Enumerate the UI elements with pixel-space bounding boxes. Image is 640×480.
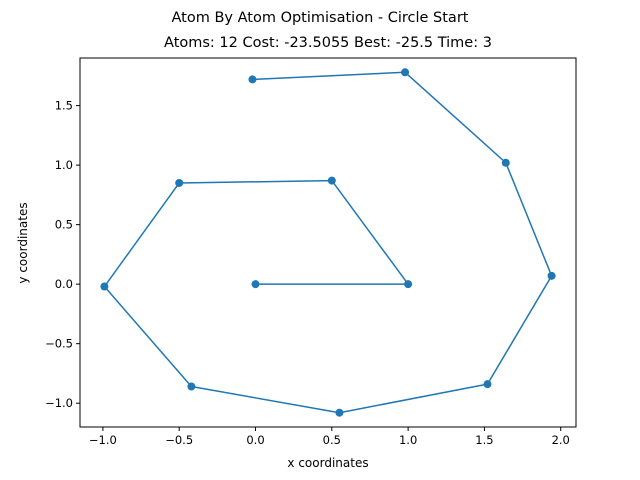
y-tick-label: 0.5 [55,218,73,232]
axes-frame [79,57,577,428]
data-point [187,382,196,391]
data-point [483,380,492,389]
y-tick-label: 1.5 [55,99,73,113]
x-tick-label: 1.5 [475,433,493,447]
x-axis-ticks: −1.0 −0.5 0.0 0.5 1.0 1.5 2.0 [89,427,570,447]
data-point [547,271,556,280]
data-point [335,408,344,417]
plot-area [100,68,556,417]
chart-title: Atom By Atom Optimisation - Circle Start [172,10,469,26]
x-tick-label: 0.0 [246,433,264,447]
data-point [401,68,410,77]
series-line [103,71,553,414]
data-point [100,282,109,291]
y-axis-ticks: −1.0 −0.5 0.0 0.5 1.0 1.5 [45,99,80,410]
data-point [501,158,510,167]
x-tick-label: −0.5 [165,433,193,447]
x-tick-label: 1.0 [399,433,417,447]
y-tick-label: −0.5 [45,337,73,351]
x-axis-label: x coordinates [287,456,368,470]
y-axis-label: y coordinates [16,202,30,283]
y-tick-label: 1.0 [55,158,73,172]
x-tick-label: 2.0 [552,433,570,447]
x-tick-label: −1.0 [89,433,117,447]
data-point [251,280,260,289]
x-tick-label: 0.5 [323,433,341,447]
data-point [404,280,413,289]
y-tick-label: −1.0 [45,396,73,410]
data-point [248,75,257,84]
chart-subtitle: Atoms: 12 Cost: -23.5055 Best: -25.5 Tim… [164,35,492,51]
y-tick-label: 0.0 [55,277,73,291]
data-point [327,176,336,185]
data-point [175,178,184,187]
